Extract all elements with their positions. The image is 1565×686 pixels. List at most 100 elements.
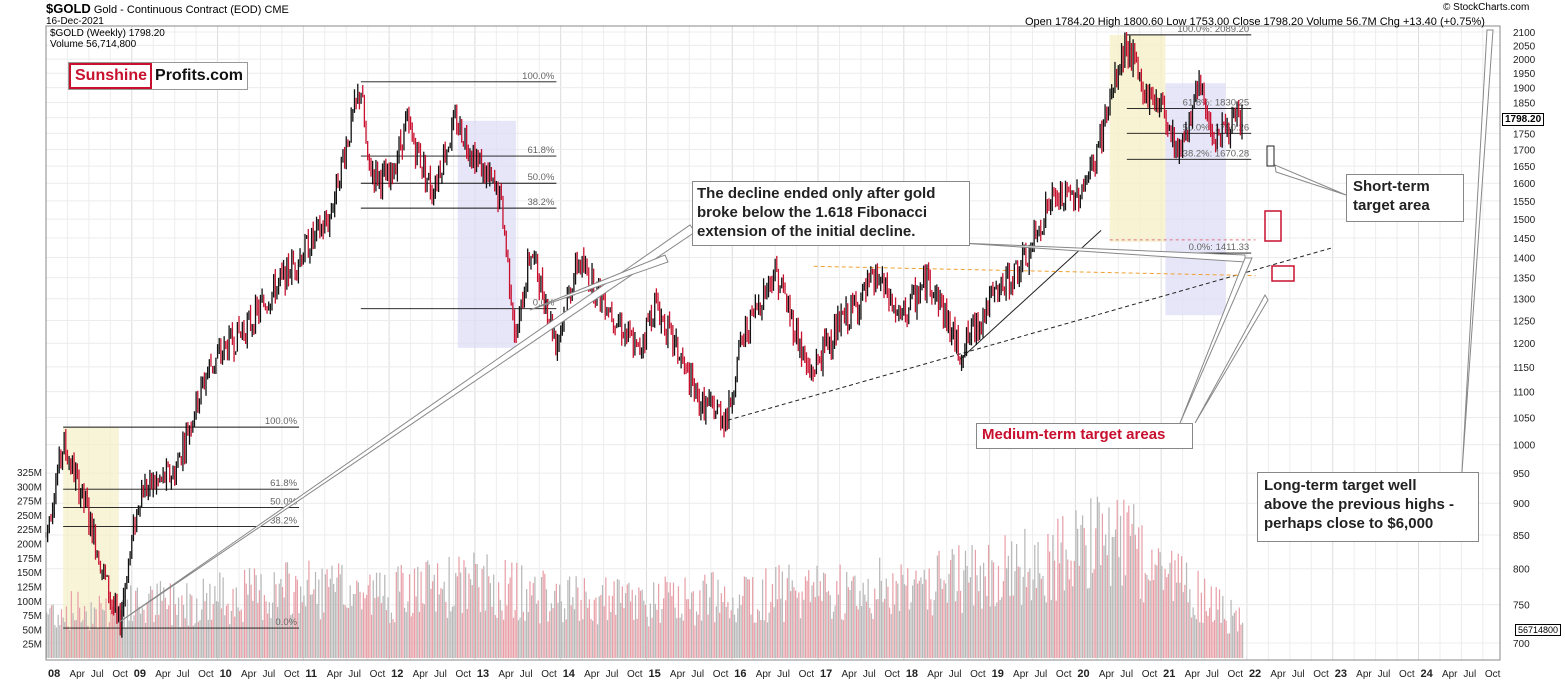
- volume-bar: [563, 608, 566, 658]
- volume-bar: [514, 610, 516, 658]
- volume-bar: [471, 585, 473, 658]
- volume-bar: [816, 565, 818, 658]
- volume-bar: [181, 595, 183, 658]
- volume-bar: [191, 595, 193, 658]
- volume-bar: [837, 594, 840, 658]
- volume-bar: [1053, 560, 1056, 658]
- volume-bar: [1034, 544, 1036, 658]
- volume-bar: [971, 545, 973, 658]
- volume-bar: [336, 577, 338, 658]
- volume-bar: [1126, 512, 1128, 658]
- volume-bar: [717, 579, 719, 658]
- volume-bar: [474, 563, 477, 658]
- volume-bar: [1014, 571, 1016, 658]
- volume-bar: [926, 609, 929, 658]
- volume-bar: [992, 562, 995, 658]
- volume-bar: [1171, 550, 1173, 658]
- volume-bar: [664, 576, 666, 658]
- volume-bar: [841, 619, 843, 658]
- plot-frame: [45, 25, 1501, 661]
- logo-part2: Profits.com: [155, 67, 244, 84]
- volume-bar: [585, 591, 587, 658]
- volume-bar: [737, 608, 739, 658]
- volume-bar: [743, 576, 746, 658]
- volume-bar: [184, 618, 186, 658]
- volume-bar: [308, 560, 310, 658]
- volume-bar: [587, 607, 589, 658]
- y-tick-label: 1750: [1513, 129, 1536, 140]
- volume-bar: [638, 587, 640, 658]
- volume-bar: [159, 581, 162, 658]
- volume-bar: [1030, 600, 1033, 658]
- volume-bar: [692, 591, 694, 658]
- volume-bar: [151, 589, 153, 658]
- volume-bar: [940, 578, 942, 658]
- volume-bar: [516, 562, 518, 658]
- volume-bar: [700, 620, 703, 658]
- volume-bar: [961, 612, 963, 658]
- volume-bar: [864, 594, 866, 658]
- volume-bar: [1230, 599, 1232, 658]
- volume-bar: [60, 609, 63, 658]
- volume-bar: [791, 580, 793, 658]
- volume-bar: [804, 576, 807, 658]
- volume-bar: [1096, 496, 1099, 658]
- volume-bar: [326, 569, 328, 658]
- volume-bar: [202, 578, 204, 658]
- x-tick-label: Oct: [627, 669, 643, 680]
- neckline-orange: [813, 265, 1256, 277]
- volume-bar: [831, 618, 833, 658]
- y-tick-label: 1900: [1513, 84, 1536, 95]
- volume-bar: [981, 608, 983, 658]
- volume-bar: [1172, 601, 1174, 658]
- volume-bar: [832, 611, 835, 658]
- x-tick-label: Apr: [498, 669, 514, 680]
- volume-bar: [422, 603, 424, 658]
- volume-bar: [834, 605, 836, 658]
- volume-bar: [1070, 560, 1072, 658]
- volume-bar: [349, 585, 351, 658]
- volume-bar: [814, 597, 816, 658]
- volume-bar: [522, 611, 524, 658]
- volume-tick-label: 200M: [17, 540, 42, 551]
- volume-bar: [359, 591, 361, 658]
- volume-bar: [557, 602, 559, 658]
- volume-bar: [197, 621, 200, 658]
- volume-bar: [1110, 585, 1112, 658]
- volume-bar: [1138, 527, 1140, 658]
- decline-line-3: extension of the initial decline.: [697, 223, 916, 240]
- fib-label: 38.2%: [527, 197, 554, 208]
- volume-bar: [95, 609, 97, 658]
- volume-bar: [303, 595, 305, 658]
- volume-bar: [818, 596, 820, 658]
- volume-bar: [748, 579, 750, 658]
- volume-bar: [214, 586, 216, 658]
- volume-bar: [1180, 556, 1183, 658]
- volume-bar: [526, 589, 528, 658]
- volume-bar: [506, 605, 508, 658]
- volume-bar: [991, 560, 993, 658]
- volume-bar: [648, 626, 650, 658]
- volume-bar: [1131, 523, 1133, 658]
- y-tick-label: 1650: [1513, 162, 1536, 173]
- volume-bar: [1001, 597, 1003, 658]
- volume-bar: [143, 609, 145, 658]
- sunshine-profits-logo: Sunshine Profits.com: [68, 62, 248, 90]
- volume-bar: [436, 563, 439, 658]
- volume-bar: [507, 583, 510, 658]
- volume-bar: [750, 614, 752, 658]
- volume-bar: [1217, 609, 1219, 658]
- volume-bar: [735, 622, 737, 658]
- volume-bar: [262, 619, 264, 658]
- volume-bar: [144, 622, 147, 658]
- volume-tick-label: 150M: [17, 568, 42, 579]
- volume-bar: [252, 600, 254, 658]
- volume-bar: [595, 597, 597, 658]
- fib-label: 0.0%: [275, 617, 297, 628]
- x-tick-label: Jul: [949, 669, 962, 680]
- volume-bar: [173, 586, 175, 658]
- volume-bar: [788, 564, 790, 658]
- fib-label: 50.0%: [527, 172, 554, 183]
- volume-bar: [126, 599, 129, 658]
- volume-bar: [918, 580, 920, 658]
